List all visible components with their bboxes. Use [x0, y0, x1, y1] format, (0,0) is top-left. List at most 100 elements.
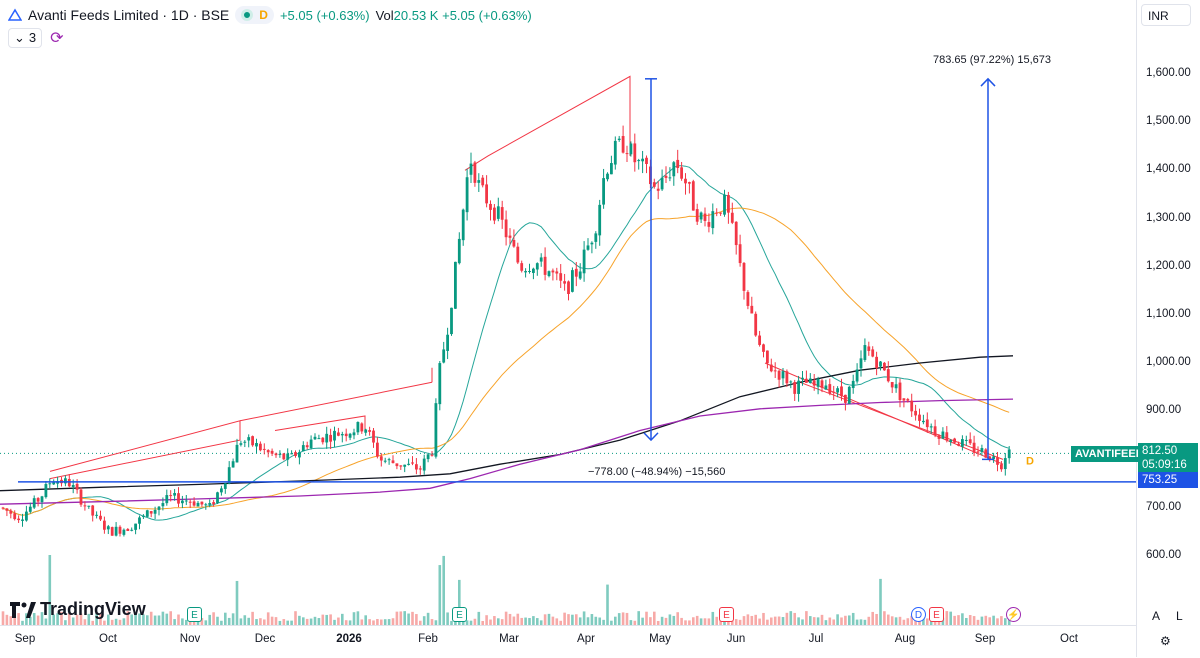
price-tick-label: 1,500.00 [1146, 115, 1191, 128]
candle-body [629, 143, 633, 155]
currency-selector[interactable]: INR [1141, 4, 1191, 26]
auto-scale-button[interactable]: A [1152, 609, 1161, 623]
volume-bar [508, 613, 512, 625]
earnings-event-icon[interactable]: E [719, 607, 734, 622]
overlay-drawings[interactable]: D [18, 77, 1136, 483]
volume-bar [216, 616, 219, 625]
indicators-toggle[interactable]: ⌄ 3 [8, 28, 43, 48]
volume-bar [754, 614, 757, 625]
candle-body [461, 209, 465, 241]
earnings-event-icon[interactable]: E [187, 607, 202, 622]
symbol-price-label: AVANTIFEED [1071, 446, 1148, 462]
candle-body [130, 529, 134, 531]
volume-bar [220, 620, 223, 625]
volume-bar [13, 613, 16, 625]
volume-bar [426, 612, 430, 625]
price-tick-label: 1,000.00 [1146, 356, 1191, 369]
candle-body [126, 528, 130, 532]
volume-bar [149, 611, 153, 625]
dividend-event-icon[interactable]: D [911, 607, 926, 622]
price-change: +5.05 (+0.63%) [279, 7, 370, 23]
refresh-icon[interactable]: ⟳ [50, 30, 64, 47]
volume-bar [348, 620, 352, 625]
market-status-pill[interactable]: D [235, 6, 274, 24]
volume-bar [859, 619, 863, 625]
candle-body [820, 380, 824, 388]
volume-bar [380, 619, 383, 625]
candle-body [559, 273, 563, 281]
volume-label: Vol [375, 7, 394, 23]
candle-body [972, 442, 976, 453]
candle-body [251, 436, 254, 446]
volume-legend[interactable]: Vol20.53 K +5.05 (+0.63%) [376, 8, 532, 23]
candle-body [524, 271, 527, 273]
volume-bar [863, 619, 867, 625]
volume-bar [957, 615, 960, 625]
volume-bar [926, 618, 929, 625]
log-scale-button[interactable]: L [1176, 609, 1183, 623]
volume-bar [645, 611, 648, 625]
time-tick-label: 2026 [336, 633, 362, 645]
trendline-drawing [799, 381, 1004, 460]
candle-body [812, 380, 816, 386]
symbol-legend[interactable]: Avanti Feeds Limited · 1D · BSE D +5.05 … [8, 6, 532, 24]
price-chart[interactable]: D [0, 0, 1136, 625]
candle-body [52, 482, 56, 485]
candle-body [465, 177, 469, 213]
volume-bar [614, 616, 617, 625]
trendline-drawing [49, 420, 241, 480]
candle-body [594, 233, 598, 242]
candle-body [184, 500, 188, 502]
earnings-event-icon[interactable]: E [452, 607, 467, 622]
volume-bar [1007, 619, 1011, 625]
volume-bar [25, 613, 28, 625]
volume-bar [298, 615, 301, 625]
time-tick-label: Mar [499, 633, 519, 645]
volume-bar [251, 611, 254, 625]
lightning-event-icon[interactable]: ⚡ [1006, 607, 1021, 622]
candle-body [992, 456, 995, 460]
volume-bar [949, 611, 952, 625]
candle-body [255, 443, 258, 447]
drawings[interactable] [49, 75, 1004, 480]
volume-bar [738, 619, 742, 625]
candle-body [227, 467, 231, 484]
candle-body [652, 182, 656, 187]
volume-bar [181, 618, 184, 625]
candle-body [145, 510, 149, 517]
candle-body [844, 394, 847, 403]
ma-purple-line [0, 398, 1014, 505]
volume-bar [641, 617, 644, 625]
volume-bar [485, 615, 488, 625]
volume-bar [278, 620, 282, 625]
candle-body [270, 450, 274, 454]
volume-bar [688, 620, 691, 625]
candle-body [364, 429, 368, 433]
candle-body [953, 438, 956, 443]
candle-body [348, 433, 352, 438]
candle-body [773, 370, 777, 372]
volume-bar [153, 615, 157, 625]
candle-body [106, 526, 110, 530]
candle-body [282, 453, 286, 460]
volume-bar [945, 611, 949, 625]
measure-up-label: 783.65 (97.22%) 15,673 [933, 54, 1052, 66]
tradingview-logo-icon [10, 601, 36, 618]
candle-body [890, 382, 894, 388]
candle-body [208, 503, 212, 505]
candle-body [606, 173, 609, 180]
time-axis[interactable] [0, 625, 1136, 658]
candle-body [937, 435, 941, 439]
candle-body [383, 460, 387, 462]
price-axis[interactable] [1136, 0, 1200, 657]
volume-bar [103, 620, 106, 625]
settings-gear-icon[interactable]: ⚙ [1160, 634, 1171, 648]
candle-body [746, 292, 750, 306]
volume-bar [980, 616, 984, 625]
symbol-title[interactable]: Avanti Feeds Limited · 1D · BSE [28, 7, 230, 23]
earnings-event-icon[interactable]: E [929, 607, 944, 622]
volume-bar [598, 617, 601, 625]
tradingview-logo[interactable]: TradingView [10, 599, 146, 620]
candle-body [898, 382, 902, 401]
candle-body [957, 443, 960, 446]
